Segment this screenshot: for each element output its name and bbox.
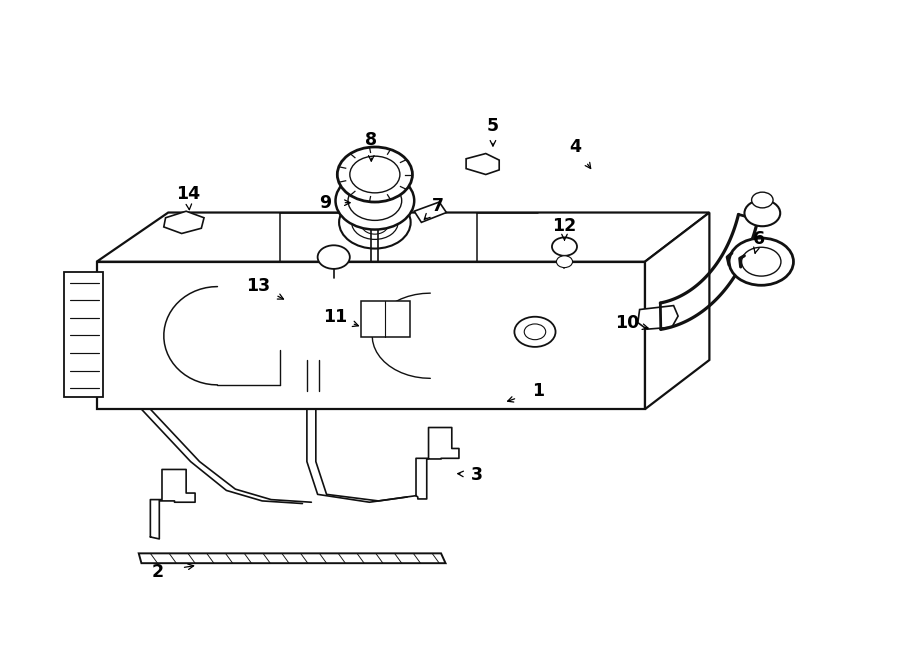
Text: 5: 5 [487,117,499,135]
Text: 14: 14 [176,185,200,203]
Text: 9: 9 [319,194,331,212]
Text: 7: 7 [431,197,444,215]
Circle shape [318,245,350,269]
Circle shape [350,156,400,193]
Polygon shape [139,553,446,563]
Text: 11: 11 [323,309,347,327]
Polygon shape [466,153,500,175]
Circle shape [515,317,555,347]
Circle shape [729,238,794,286]
Circle shape [752,192,773,208]
Text: 12: 12 [553,217,577,235]
Circle shape [556,256,572,268]
Circle shape [336,172,414,229]
Circle shape [744,200,780,226]
Text: 2: 2 [151,563,164,581]
Text: 13: 13 [246,277,270,295]
Circle shape [552,237,577,256]
Text: 6: 6 [752,230,765,248]
Circle shape [352,206,398,239]
Circle shape [362,214,388,234]
Circle shape [339,196,410,249]
Polygon shape [96,213,709,262]
Text: 8: 8 [365,132,377,149]
Text: 3: 3 [471,466,482,484]
Circle shape [348,181,401,220]
Text: 10: 10 [615,313,639,332]
Circle shape [742,247,781,276]
Circle shape [338,147,412,202]
Polygon shape [361,301,410,337]
Text: 1: 1 [532,382,544,400]
Polygon shape [414,202,446,222]
Polygon shape [164,212,204,233]
Polygon shape [64,272,103,397]
Text: 4: 4 [569,138,581,156]
Circle shape [524,324,545,340]
Polygon shape [96,262,645,409]
Polygon shape [638,305,678,329]
Polygon shape [645,213,709,409]
